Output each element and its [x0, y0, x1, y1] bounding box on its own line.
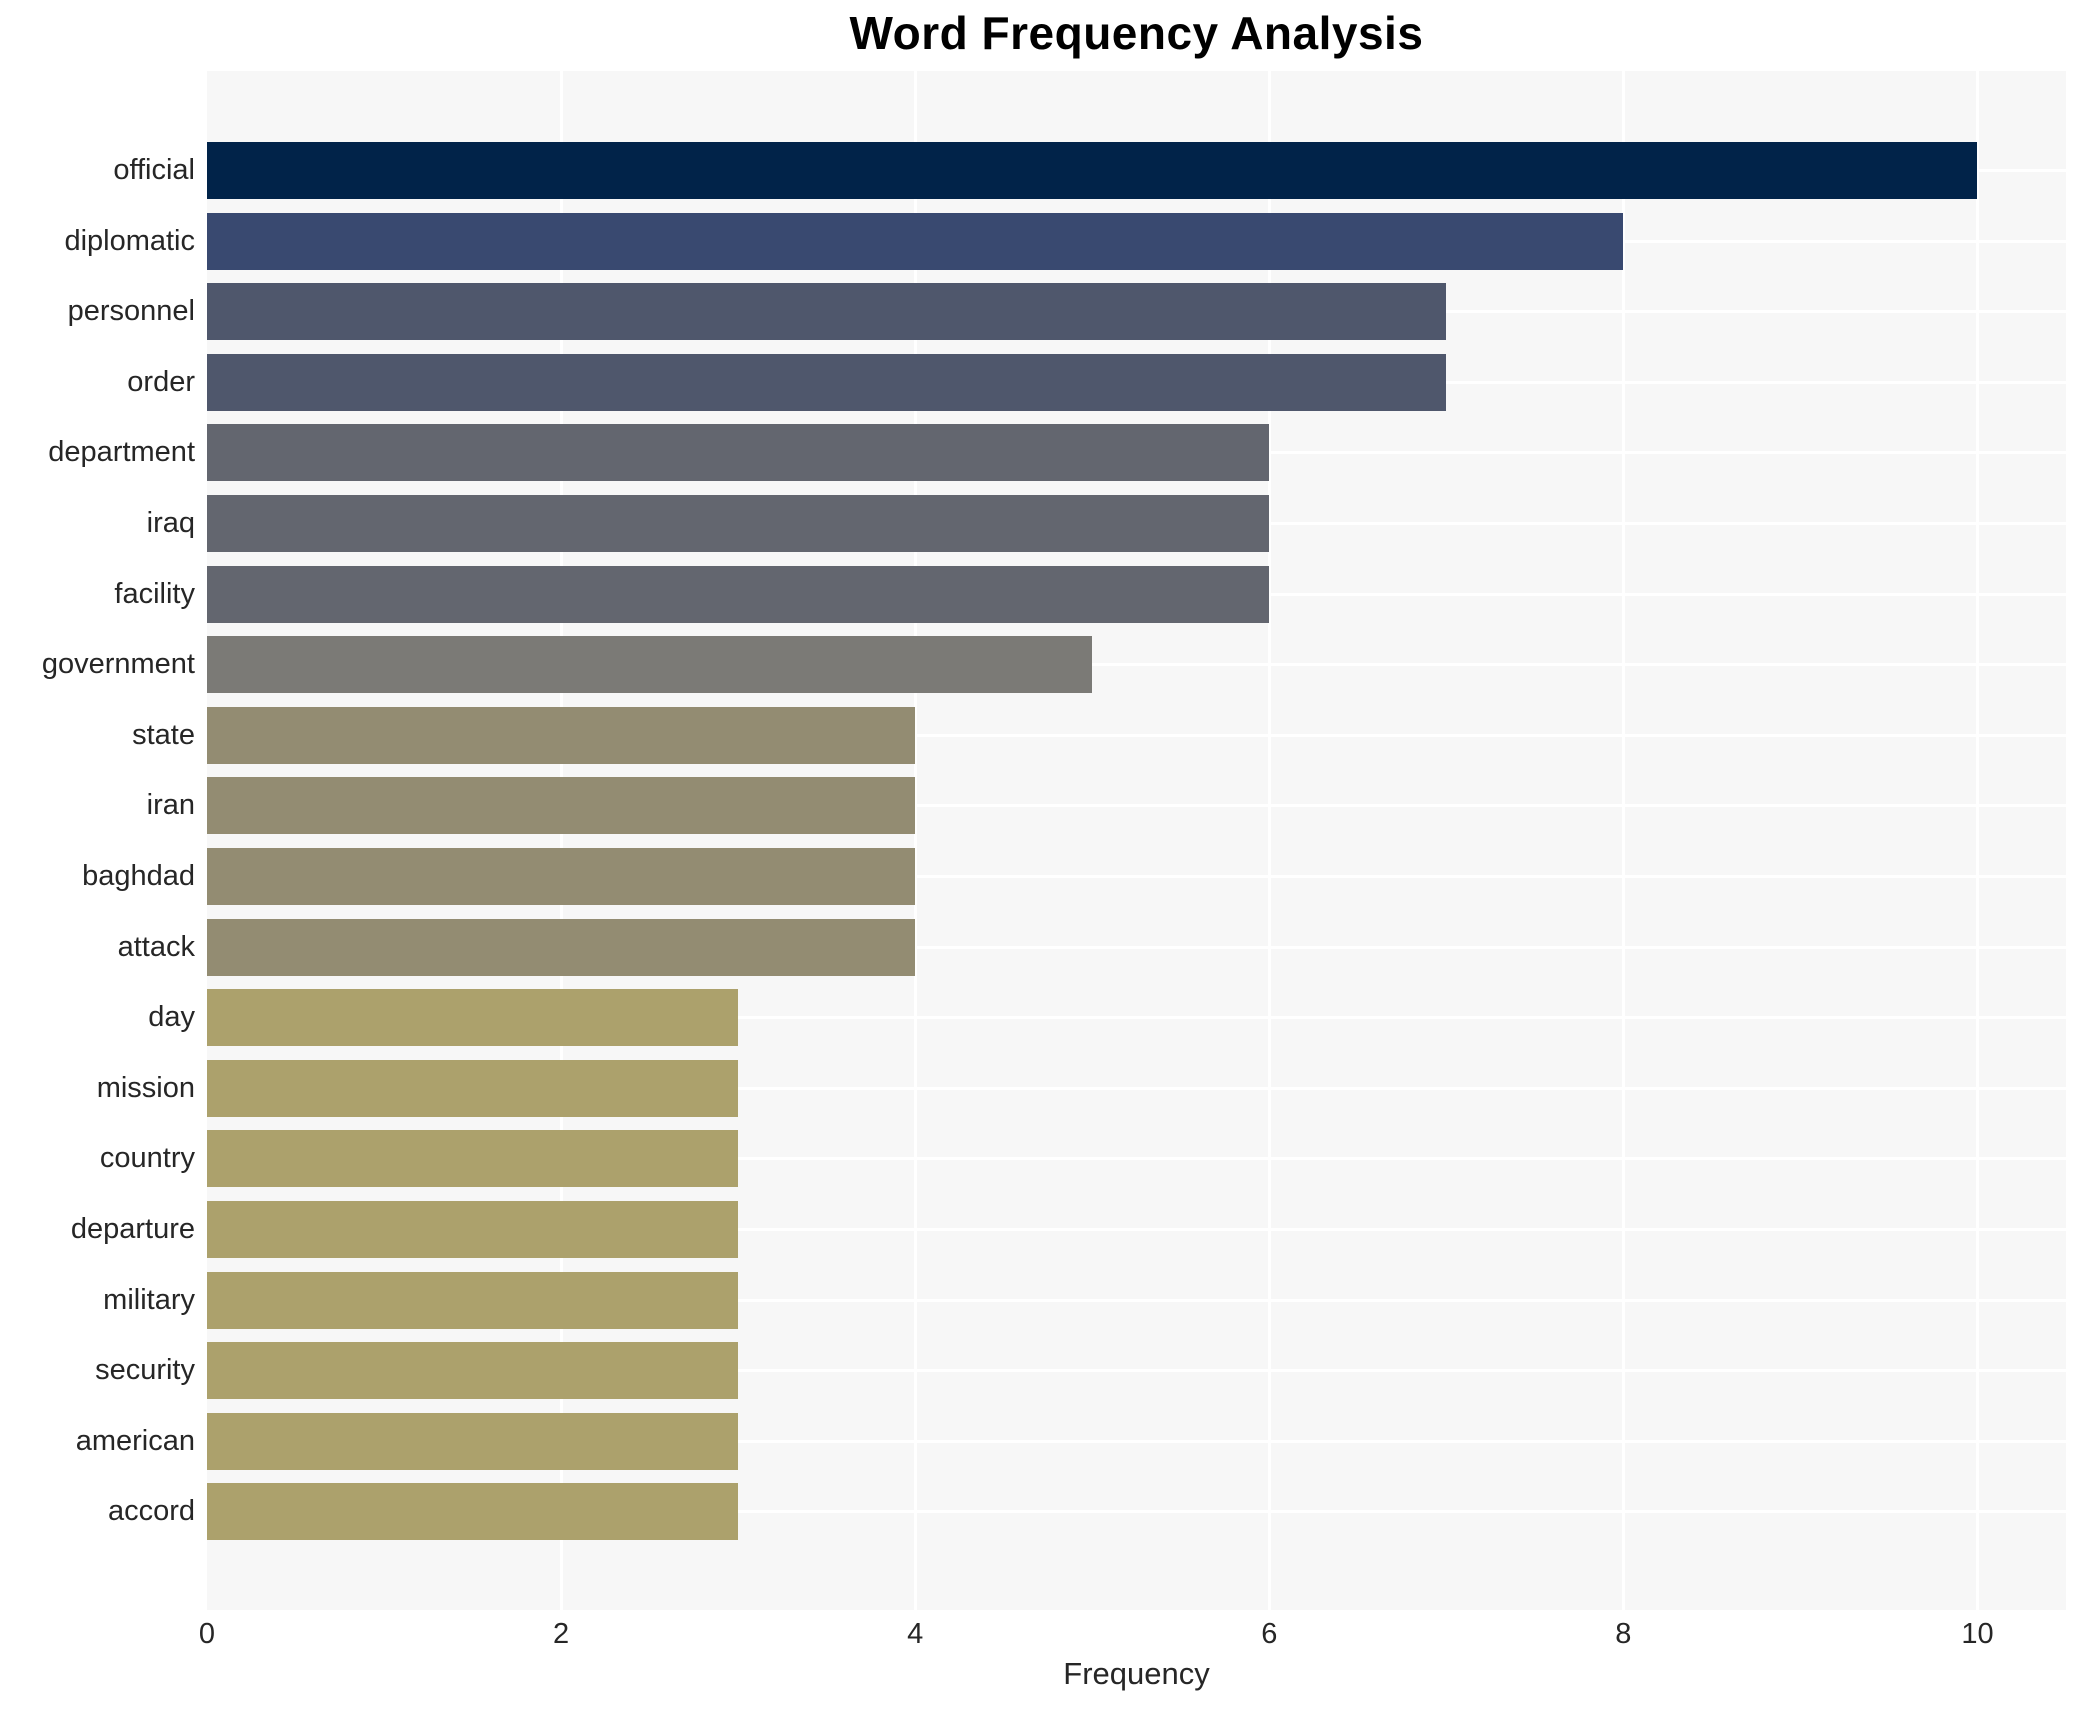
x-tick-label-8: 8	[1615, 1618, 1632, 1650]
y-tick-label-american: american	[75, 1424, 195, 1457]
y-tick-label-security: security	[95, 1354, 195, 1387]
bar-day	[207, 989, 739, 1047]
gridline-horizontal	[207, 1510, 2066, 1514]
bar-state	[207, 706, 916, 764]
y-tick-label-government: government	[41, 648, 195, 681]
y-tick-label-diplomatic: diplomatic	[64, 224, 195, 257]
bar-american	[207, 1412, 739, 1470]
y-tick-label-order: order	[127, 365, 195, 398]
y-tick-label-attack: attack	[117, 930, 195, 963]
bar-iraq	[207, 495, 1270, 552]
bar-department	[207, 424, 1270, 482]
gridline-horizontal	[207, 1298, 2066, 1302]
gridline-vertical	[1267, 71, 1271, 1610]
gridline-vertical	[1975, 71, 1979, 1610]
bar-baghdad	[207, 848, 916, 905]
y-tick-label-official: official	[113, 154, 195, 186]
bar-diplomatic	[207, 212, 1624, 270]
y-tick-label-state: state	[132, 718, 195, 751]
y-tick-label-iran: iran	[146, 789, 195, 822]
gridline-horizontal	[207, 875, 2066, 878]
x-tick-label-6: 6	[1261, 1618, 1278, 1650]
gridline-horizontal	[207, 1016, 2066, 1020]
bar-personnel	[207, 283, 1447, 341]
y-tick-label-accord: accord	[107, 1495, 195, 1528]
bar-accord	[207, 1483, 739, 1541]
bar-order	[207, 353, 1447, 411]
gridline-horizontal	[207, 1228, 2066, 1231]
x-tick-label-4: 4	[907, 1618, 924, 1650]
gridline-horizontal	[207, 804, 2066, 808]
bar-iran	[207, 777, 916, 835]
gridline-vertical	[913, 71, 917, 1610]
gridline-vertical	[559, 71, 563, 1610]
bar-security	[207, 1342, 739, 1400]
y-tick-label-departure: departure	[70, 1213, 195, 1245]
plot-area	[207, 71, 2066, 1610]
x-tick-label-10: 10	[1961, 1618, 1994, 1650]
x-tick-label-0: 0	[198, 1618, 216, 1650]
x-tick-label-2: 2	[553, 1618, 570, 1650]
y-tick-label-department: department	[48, 436, 195, 469]
bar-military	[207, 1271, 739, 1329]
y-tick-label-iraq: iraq	[146, 507, 195, 539]
gridline-horizontal	[207, 1439, 2066, 1443]
y-tick-label-facility: facility	[114, 577, 195, 610]
y-tick-label-mission: mission	[96, 1071, 195, 1104]
y-tick-label-day: day	[148, 1001, 195, 1034]
x-axis-label: Frequency	[1063, 1656, 1210, 1691]
bar-government	[207, 636, 1093, 694]
gridline-horizontal	[207, 1369, 2066, 1373]
y-tick-label-baghdad: baghdad	[82, 860, 195, 892]
bar-official	[207, 142, 1978, 199]
bar-attack	[207, 918, 916, 976]
gridline-horizontal	[207, 1086, 2066, 1090]
gridline-horizontal	[207, 945, 2066, 949]
gridline-vertical	[1621, 71, 1625, 1610]
gridline-horizontal	[207, 663, 2066, 667]
gridline-horizontal	[207, 733, 2066, 737]
chart-title: Word Frequency Analysis	[849, 7, 1424, 59]
bar-facility	[207, 565, 1270, 623]
bar-mission	[207, 1059, 739, 1117]
bar-country	[207, 1130, 739, 1188]
gridline-horizontal	[207, 1157, 2066, 1161]
y-tick-label-military: military	[103, 1283, 195, 1316]
y-tick-label-personnel: personnel	[67, 295, 195, 328]
bar-departure	[207, 1201, 739, 1258]
y-tick-label-country: country	[99, 1142, 195, 1175]
